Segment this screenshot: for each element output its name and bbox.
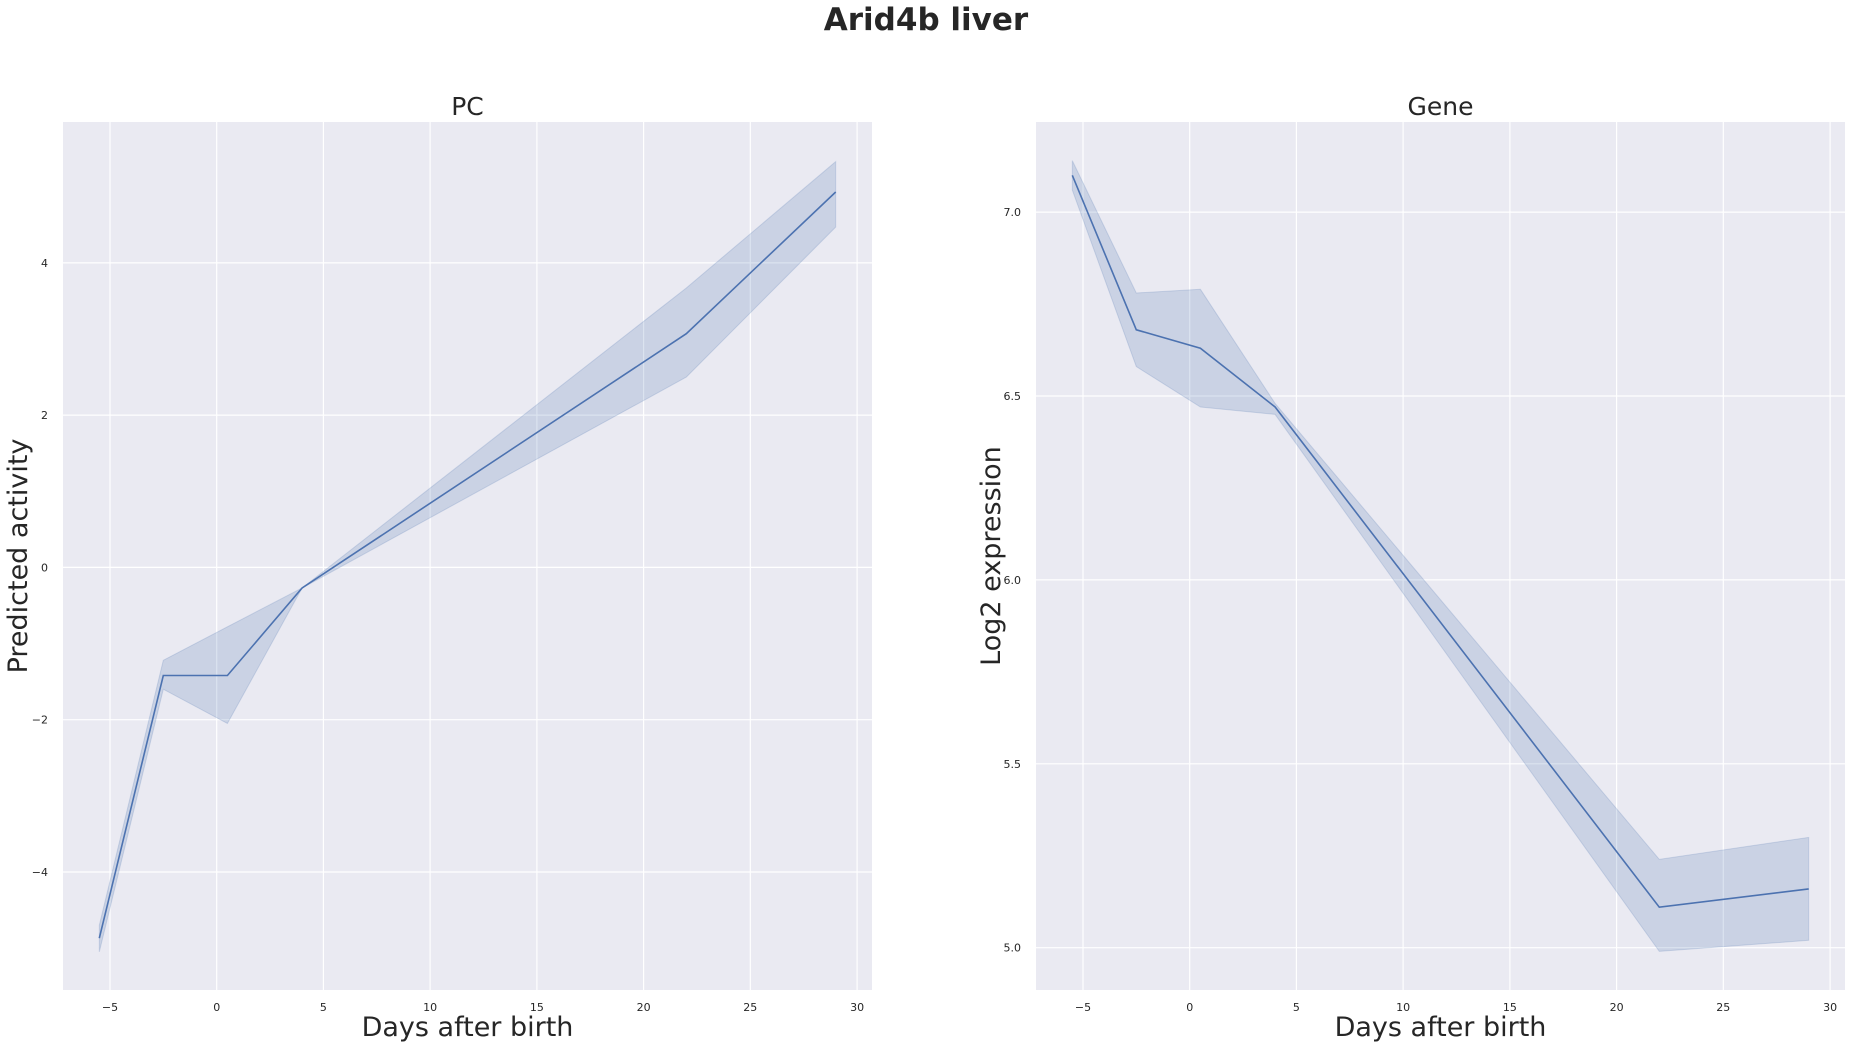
y-tick-label: 5.5 bbox=[1004, 758, 1022, 771]
plot-area bbox=[1036, 122, 1845, 990]
series-line bbox=[1071, 174, 1809, 909]
x-tick-label: 10 bbox=[423, 1001, 437, 1014]
x-tick-label: 15 bbox=[1503, 1001, 1517, 1014]
panel-title: Gene bbox=[1408, 92, 1474, 121]
y-tick-labels: −4 −2 0 2 4 bbox=[32, 257, 48, 879]
y-tick-label: 6.0 bbox=[1004, 574, 1022, 587]
y-axis-label: Predicted activity bbox=[3, 439, 34, 674]
y-tick-label: 4 bbox=[41, 257, 48, 270]
panel-gene: −5 0 5 10 15 20 25 30 5.0 5.5 6.0 6.5 7.0 Gene Days… bbox=[976, 92, 1845, 1043]
y-tick-label: 2 bbox=[41, 409, 48, 422]
y-tick-label: −4 bbox=[32, 866, 48, 879]
confidence-band-layer bbox=[98, 160, 837, 953]
panel-pc: −5 0 5 10 15 20 25 30 −4 −2 0 2 4 PC Days after bir… bbox=[3, 92, 872, 1043]
gridlines bbox=[1036, 122, 1845, 990]
x-tick-label: 30 bbox=[1823, 1001, 1837, 1014]
confidence-band bbox=[1071, 160, 1810, 952]
x-tick-label: 30 bbox=[850, 1001, 864, 1014]
y-tick-label: 5.0 bbox=[1004, 942, 1022, 955]
series-line-layer bbox=[1071, 174, 1809, 909]
y-tick-label: 0 bbox=[41, 561, 48, 574]
y-tick-label: 6.5 bbox=[1004, 390, 1022, 403]
x-axis-label: Days after birth bbox=[1335, 1012, 1547, 1043]
x-tick-labels: −5 0 5 10 15 20 25 30 bbox=[102, 1001, 864, 1014]
x-tick-label: 10 bbox=[1396, 1001, 1410, 1014]
x-tick-label: −5 bbox=[102, 1001, 118, 1014]
series-line-layer bbox=[98, 191, 837, 939]
x-tick-label: 20 bbox=[1610, 1001, 1624, 1014]
x-tick-label: 5 bbox=[320, 1001, 327, 1014]
plot-area bbox=[63, 122, 872, 990]
y-tick-labels: 5.0 5.5 6.0 6.5 7.0 bbox=[1004, 206, 1022, 955]
y-tick-label: 7.0 bbox=[1004, 206, 1022, 219]
x-tick-label: 25 bbox=[1716, 1001, 1730, 1014]
y-tick-label: −2 bbox=[32, 714, 48, 727]
x-tick-label: 0 bbox=[213, 1001, 220, 1014]
confidence-band-layer bbox=[1071, 160, 1810, 952]
x-tick-labels: −5 0 5 10 15 20 25 30 bbox=[1075, 1001, 1837, 1014]
x-tick-label: −5 bbox=[1075, 1001, 1091, 1014]
confidence-band bbox=[98, 160, 837, 953]
series-line bbox=[98, 191, 837, 939]
y-axis-label: Log2 expression bbox=[976, 446, 1007, 666]
x-axis-label: Days after birth bbox=[362, 1012, 574, 1043]
x-tick-label: 5 bbox=[1293, 1001, 1300, 1014]
x-tick-label: 25 bbox=[743, 1001, 757, 1014]
figure-title: Arid4b liver bbox=[824, 2, 1029, 38]
x-tick-label: 20 bbox=[637, 1001, 651, 1014]
gridlines bbox=[63, 122, 872, 990]
panel-title: PC bbox=[451, 92, 484, 121]
x-tick-label: 0 bbox=[1186, 1001, 1193, 1014]
x-tick-label: 15 bbox=[530, 1001, 544, 1014]
